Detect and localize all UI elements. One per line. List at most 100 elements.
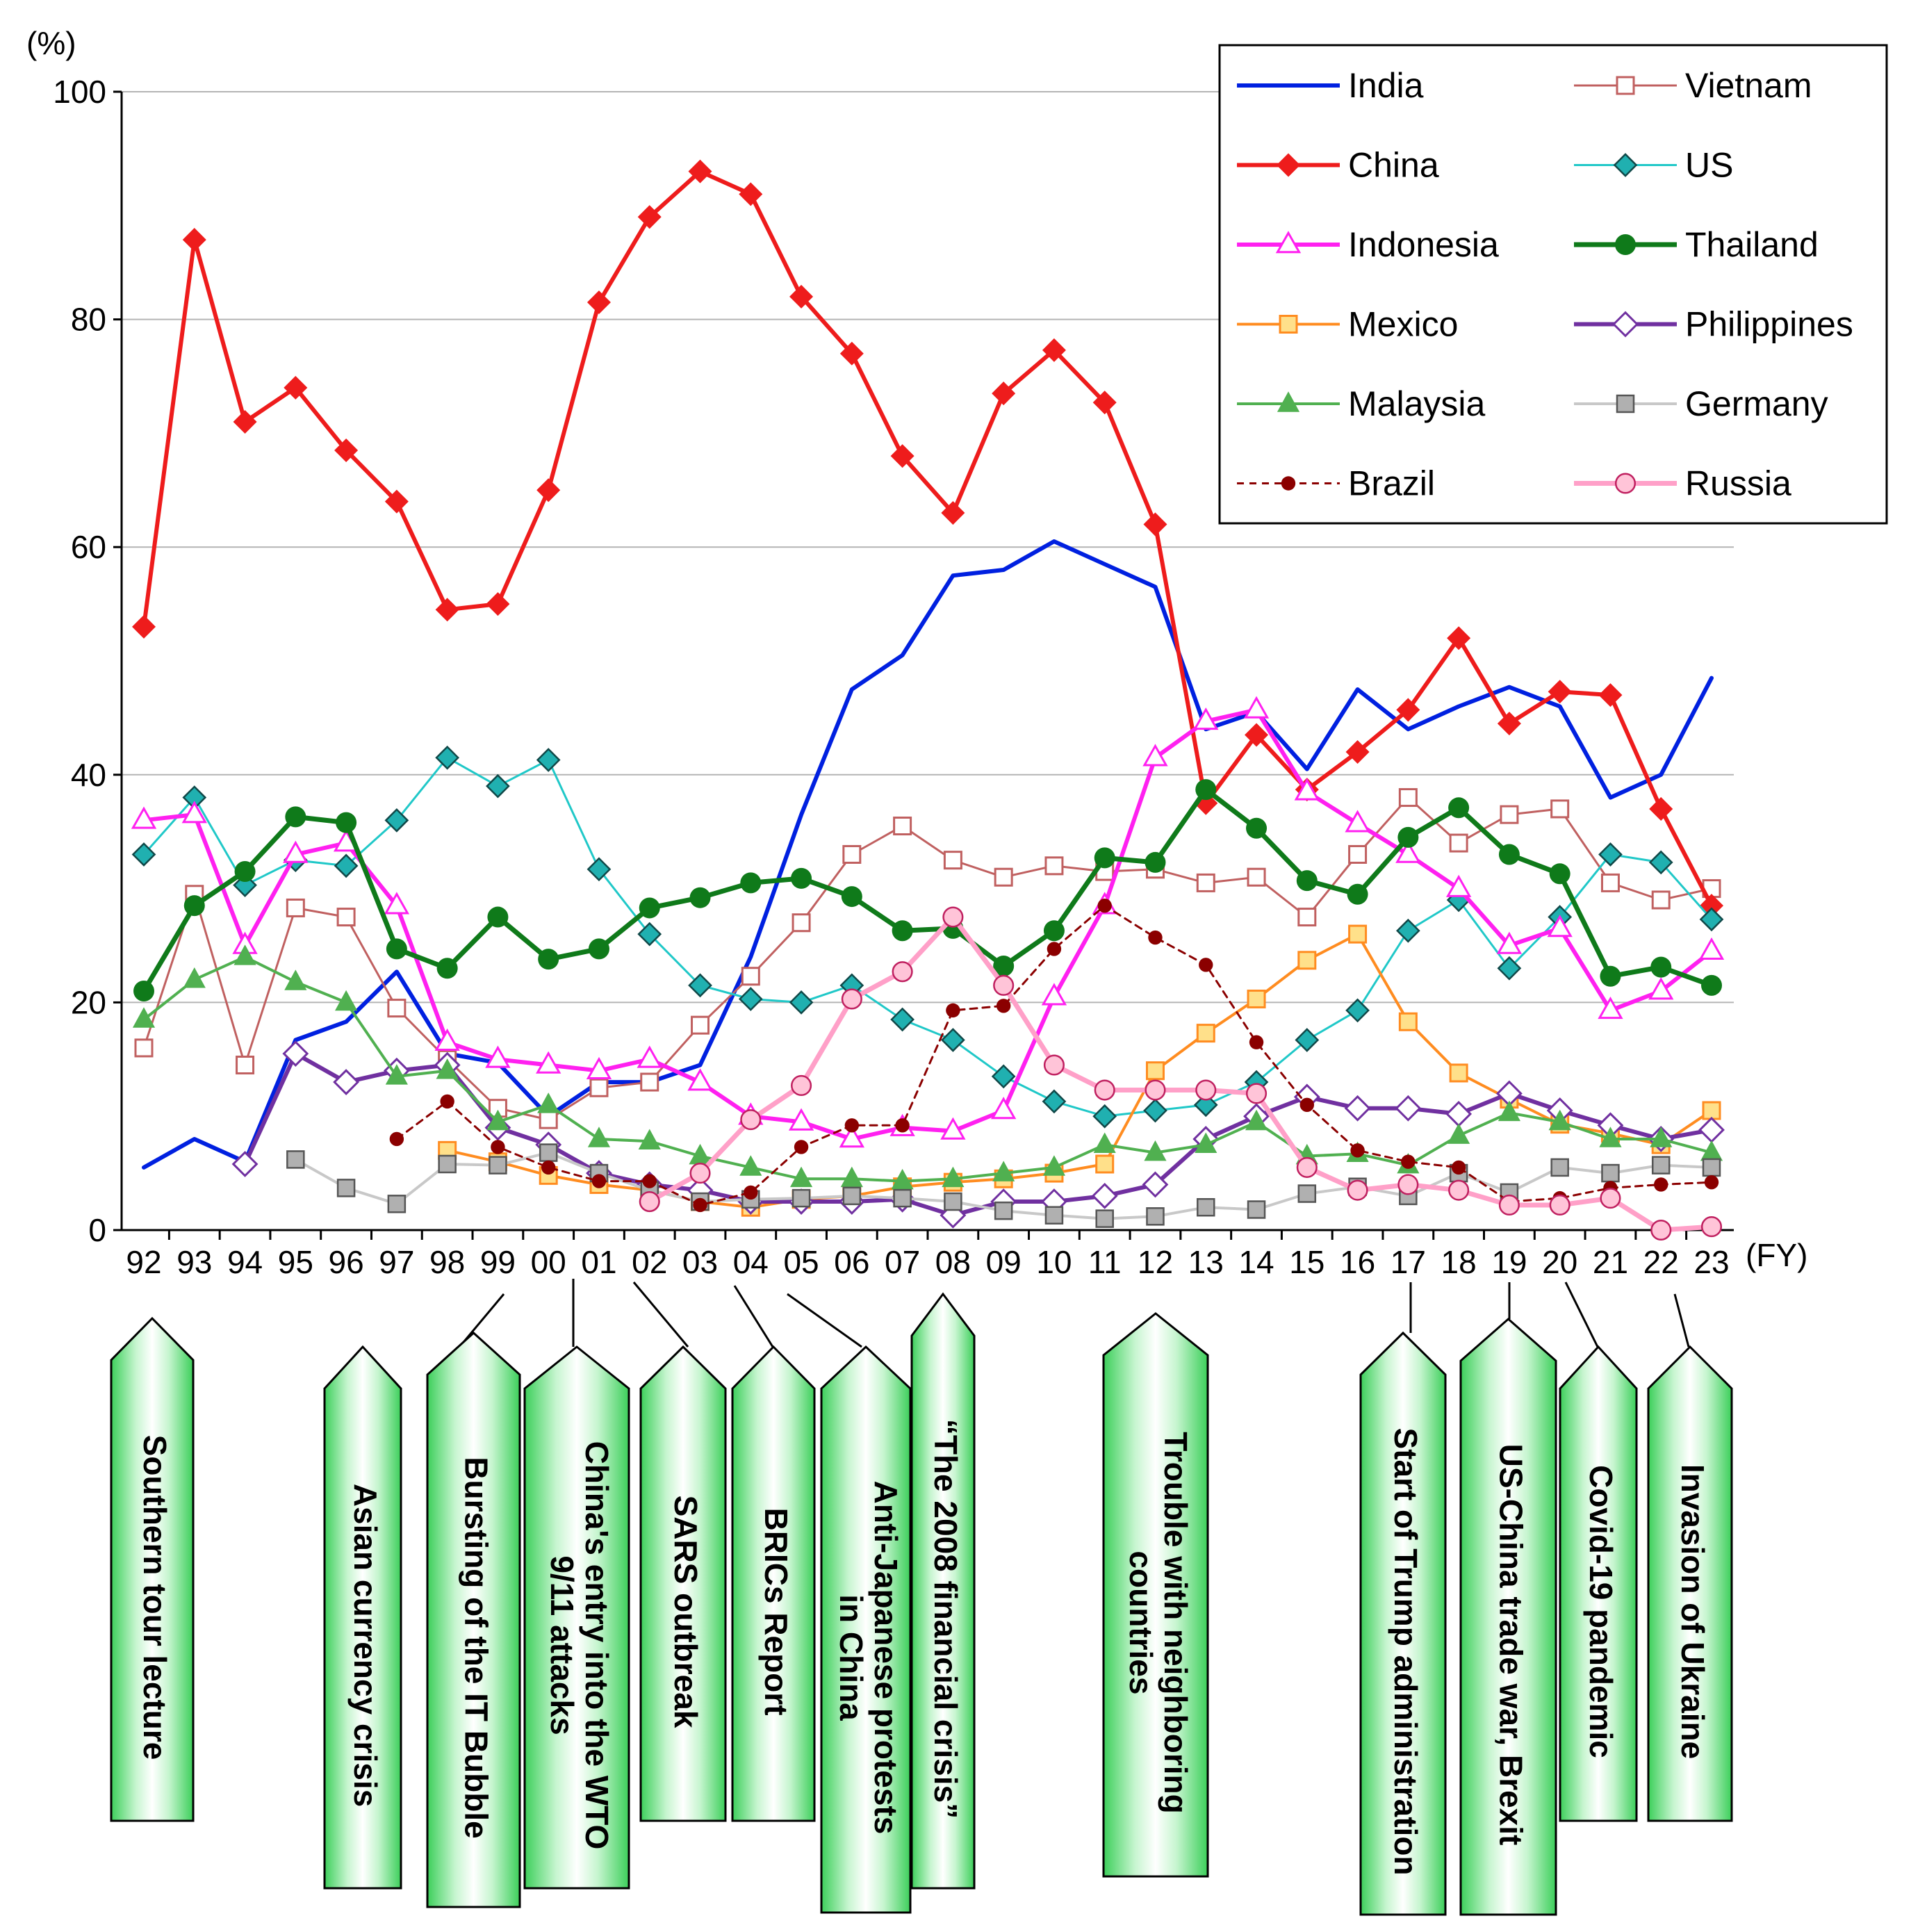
legend-label: China: [1348, 146, 1439, 185]
data-point-thailand: [1701, 974, 1722, 996]
data-point-us: [1598, 842, 1623, 867]
data-point-china: [890, 444, 915, 468]
annotation-shape: [1359, 1331, 1447, 1916]
data-point-indonesia: [536, 1051, 561, 1074]
legend-label: Malaysia: [1348, 384, 1485, 423]
data-point-russia: [892, 961, 913, 983]
data-point-indonesia: [586, 1056, 612, 1079]
data-point-brazil: [996, 999, 1011, 1013]
data-point-brazil: [591, 1174, 607, 1188]
data-point-russia: [1448, 1179, 1470, 1201]
annotation-box: Invasion of Ukraine: [1647, 1293, 1733, 1822]
annotation-leader: [787, 1293, 862, 1348]
series-india: [142, 539, 1714, 1170]
data-point-russia: [740, 1109, 762, 1131]
data-point-china: [1092, 391, 1117, 415]
data-point-germany: [842, 1186, 862, 1206]
legend-marker: [1614, 473, 1637, 494]
data-point-indonesia: [788, 1108, 814, 1131]
data-point-thailand: [386, 938, 407, 960]
x-tick-label: 19: [1491, 1244, 1527, 1280]
annotation-shape: [323, 1345, 402, 1890]
data-point-brazil: [1249, 1035, 1264, 1049]
data-point-thailand: [285, 806, 306, 828]
data-point-malaysia: [1144, 1140, 1167, 1161]
x-tick-label: 96: [329, 1244, 364, 1280]
data-point-brazil: [1199, 958, 1213, 972]
data-point-vietnam: [134, 1038, 154, 1058]
data-point-philippines: [1698, 1116, 1725, 1143]
data-point-brazil: [1451, 1160, 1466, 1175]
data-point-russia: [993, 974, 1015, 996]
annotation-label: Southern tour lecture: [137, 1435, 173, 1760]
annotation-box: Start of Trump administration: [1359, 1282, 1447, 1916]
legend-item-brazil: Brazil: [1237, 464, 1435, 503]
x-tick-label: 97: [379, 1244, 414, 1280]
annotation-label: Invasion of Ukraine: [1675, 1464, 1711, 1759]
legend-marker: [1276, 153, 1301, 177]
data-point-malaysia: [183, 967, 206, 988]
data-point-thailand: [538, 949, 559, 970]
data-point-china: [1497, 712, 1521, 736]
data-point-russia: [942, 906, 964, 928]
x-tick-label: 23: [1693, 1244, 1729, 1280]
x-tick-label: 12: [1138, 1244, 1173, 1280]
data-point-us: [1042, 1089, 1067, 1114]
data-point-indonesia: [1445, 874, 1472, 897]
data-point-china: [739, 182, 763, 206]
data-point-malaysia: [1195, 1132, 1217, 1153]
data-point-china: [1396, 698, 1420, 722]
axes: 92 93 94 95 96 97 98 99 00 01 02 03 04 05 06 07 08 09 10 11…: [113, 90, 1734, 1280]
x-tick-label: 18: [1441, 1244, 1477, 1280]
data-point-russia: [1245, 1083, 1268, 1104]
data-point-vietnam: [1550, 799, 1570, 819]
data-point-germany: [1651, 1156, 1671, 1174]
data-point-china: [233, 410, 257, 434]
annotation-label: in China: [833, 1594, 869, 1721]
data-point-germany: [1197, 1197, 1215, 1217]
data-point-indonesia: [940, 1117, 966, 1140]
x-tick-label: 02: [632, 1244, 667, 1280]
legend-label: Thailand: [1685, 225, 1819, 264]
data-point-vietnam: [1196, 873, 1215, 892]
data-point-malaysia: [1093, 1132, 1116, 1153]
data-point-malaysia: [132, 1007, 156, 1028]
legend-marker: [1616, 76, 1635, 95]
x-tick-label: 95: [278, 1244, 313, 1280]
data-point-us: [1699, 907, 1724, 932]
data-point-brazil: [744, 1185, 758, 1200]
x-tick-label: 13: [1188, 1244, 1224, 1280]
data-point-thailand: [133, 981, 154, 1002]
data-point-china: [992, 382, 1016, 406]
data-point-philippines: [1091, 1182, 1118, 1209]
data-point-vietnam: [1651, 890, 1671, 910]
data-point-us: [890, 1007, 915, 1032]
data-point-russia: [1549, 1194, 1570, 1216]
x-tick-label: 14: [1238, 1244, 1274, 1280]
data-point-thailand: [1448, 797, 1470, 819]
data-point-malaysia: [1599, 1127, 1622, 1147]
data-point-china: [1447, 626, 1471, 650]
data-point-china: [789, 284, 814, 309]
data-point-us: [688, 973, 712, 998]
data-point-vietnam: [893, 817, 912, 836]
data-point-malaysia: [233, 944, 256, 965]
data-point-malaysia: [638, 1129, 661, 1150]
data-point-vietnam: [741, 967, 760, 986]
legend-item-indonesia: Indonesia: [1237, 225, 1499, 264]
legend-item-mexico: Mexico: [1237, 305, 1458, 344]
x-tick-label: 09: [986, 1244, 1022, 1280]
annotation-shape: [731, 1345, 816, 1822]
data-point-malaysia: [789, 1166, 813, 1188]
data-point-china: [1042, 338, 1066, 362]
data-point-us: [789, 990, 814, 1015]
data-point-vietnam: [1600, 873, 1620, 892]
annotation-box: BRICs Report: [731, 1285, 816, 1822]
data-point-indonesia: [1142, 744, 1168, 767]
legend-marker: [1279, 315, 1298, 334]
data-point-germany: [994, 1201, 1013, 1220]
annotation-box: SARS outbreak: [632, 1282, 727, 1822]
legend-item-germany: Germany: [1574, 384, 1828, 423]
x-tick-label: 05: [783, 1244, 819, 1280]
